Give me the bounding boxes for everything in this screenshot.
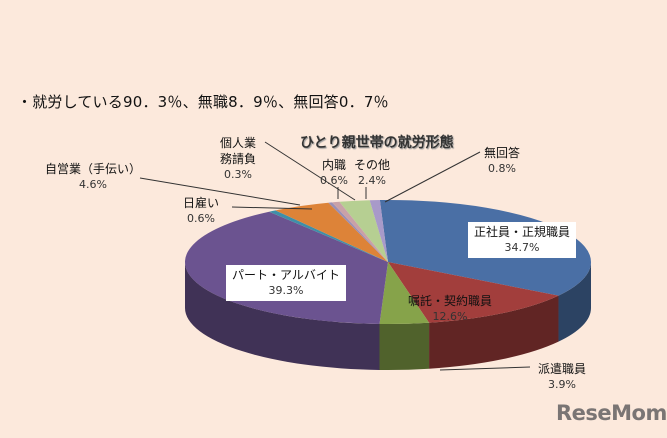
- label-shokutaku: 嘱託・契約職員 12.6%: [408, 293, 492, 325]
- label-sonota: その他 2.4%: [354, 157, 390, 189]
- label-hiyatoi: 日雇い 0.6%: [183, 195, 219, 227]
- label-pct: 0.6%: [187, 212, 215, 225]
- label-name: その他: [354, 158, 391, 172]
- label-pct: 4.6%: [79, 178, 107, 191]
- label-name: 無回答: [484, 146, 521, 160]
- label-name: 自営業（手伝い）: [45, 162, 142, 176]
- label-pct: 0.6%: [320, 174, 348, 187]
- label-name: 日雇い: [183, 196, 220, 210]
- label-pct: 34.7%: [504, 241, 540, 254]
- label-name: 内職: [321, 158, 346, 172]
- pie-slice: [332, 201, 388, 262]
- pie-slice: [369, 200, 388, 262]
- pie-slice: [328, 202, 388, 262]
- pie-slice-side: [429, 295, 559, 369]
- label-seishain: 正社員・正規職員 34.7%: [468, 222, 577, 258]
- label-name: 正社員・正規職員: [474, 225, 571, 239]
- label-naishoku: 内職 0.6%: [320, 157, 348, 189]
- label-part: パート・アルバイト 39.3%: [226, 265, 346, 301]
- pie-slice-side: [379, 322, 430, 370]
- label-name: 個人業: [220, 136, 257, 150]
- resemom-logo: ReseMom: [556, 401, 667, 425]
- label-mukaito: 無回答 0.8%: [484, 145, 520, 177]
- label-pct: 0.8%: [488, 162, 516, 175]
- label-pct: 0.3%: [224, 168, 252, 181]
- label-pct: 39.3%: [268, 284, 304, 297]
- label-kojin-gyomu: 個人業 務請負 0.3%: [220, 135, 256, 183]
- summary-text: ・就労している90．3％、無職8．9％、無回答0．7％: [17, 93, 389, 111]
- pie-slice-side: [185, 262, 380, 370]
- leader-line: [439, 366, 531, 371]
- leader-line: [139, 177, 301, 206]
- pie-slice: [269, 210, 388, 262]
- chart-title: ひとり親世帯の就労形態: [300, 135, 454, 151]
- leader-line: [384, 151, 481, 203]
- label-name: 派遣職員: [538, 362, 587, 376]
- pie-slice: [379, 262, 430, 325]
- label-pct: 12.6%: [432, 310, 468, 323]
- label-name: 務請負: [220, 152, 257, 166]
- label-pct: 2.4%: [358, 174, 386, 187]
- pie-slice: [339, 200, 388, 262]
- label-haken: 派遣職員 3.9%: [538, 361, 586, 393]
- label-name: 嘱託・契約職員: [408, 294, 493, 308]
- leader-line: [264, 141, 356, 201]
- label-jieigyo: 自営業（手伝い） 4.6%: [45, 161, 141, 193]
- pie-slice: [275, 202, 388, 262]
- label-pct: 3.9%: [548, 378, 576, 391]
- pie-slice-side: [558, 262, 591, 342]
- pie-slice: [388, 262, 559, 323]
- leader-line: [231, 206, 313, 210]
- label-name: パート・アルバイト: [232, 268, 340, 282]
